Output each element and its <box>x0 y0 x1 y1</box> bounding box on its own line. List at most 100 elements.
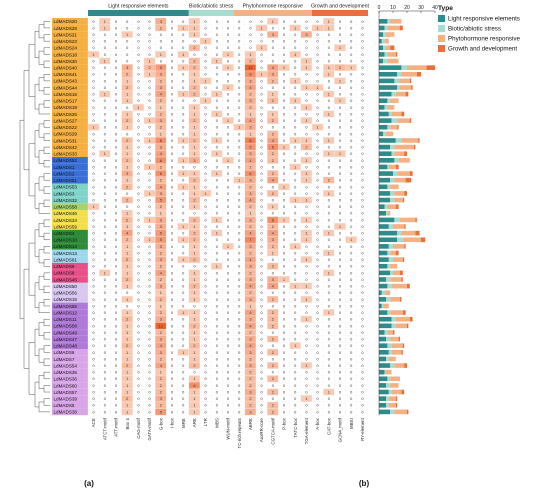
heatmap-cell-value: 5 <box>160 65 162 70</box>
bar-segment <box>395 204 399 209</box>
bar-segment <box>398 336 400 342</box>
subfamily-strip <box>52 229 88 237</box>
heatmap-cell-value: 0 <box>171 58 174 63</box>
heatmap-cell-value: 0 <box>182 98 185 103</box>
heatmap-cell-value: 2 <box>272 151 274 156</box>
gene-label: LdMADS55 <box>54 304 78 309</box>
heatmap-cell-value: 1 <box>160 131 162 136</box>
bar-segment <box>379 263 388 269</box>
bar-segment <box>379 171 393 176</box>
bar-segment <box>387 283 392 289</box>
bar-segment <box>391 350 402 355</box>
gene-label: LdMADS12 <box>54 310 78 315</box>
heatmap-cell-value: 12 <box>248 65 252 70</box>
heatmap-cell-value: 0 <box>283 72 286 77</box>
heatmap-cell-value: 1 <box>305 257 307 262</box>
heatmap-cell-value: 0 <box>115 32 118 37</box>
bar-segment <box>394 409 407 415</box>
legend-label: Growth and development <box>448 46 517 53</box>
bar-segment <box>384 52 388 57</box>
heatmap-cell-value: 0 <box>361 111 364 116</box>
heatmap-cell-value: 2 <box>160 250 162 255</box>
heatmap-cell-value: 1 <box>126 264 128 269</box>
heatmap-cell-value: 0 <box>93 85 96 90</box>
heatmap-cell-value: 1 <box>205 78 207 83</box>
heatmap-cell-value: 6 <box>272 145 274 150</box>
heatmap-cell-value: 0 <box>294 19 297 24</box>
heatmap-cell-value: 0 <box>193 39 196 44</box>
heatmap-cell-value: 2 <box>249 383 251 388</box>
heatmap-cell-value: 2 <box>249 290 251 295</box>
heatmap-cell-value: 2 <box>249 58 251 63</box>
subfamily-strip <box>52 296 88 303</box>
bar-segment <box>379 58 384 64</box>
heatmap-cell-value: 0 <box>216 25 219 30</box>
heatmap-cell-value: 1 <box>294 198 296 203</box>
heatmap-cell-value: 0 <box>227 92 230 97</box>
legend-label: Phytohormone responsive <box>448 36 520 43</box>
bar-segment <box>379 224 389 229</box>
bar-segment <box>379 363 391 368</box>
heatmap-cell-value: 0 <box>171 52 174 57</box>
gene-label: LdMADS20 <box>54 19 78 24</box>
gene-label: LdMADS49 <box>54 330 78 335</box>
heatmap-cell-value: 8 <box>249 138 251 143</box>
heatmap-cell-value: 2 <box>272 224 274 229</box>
heatmap-cell-value: 1 <box>328 231 330 236</box>
heatmap-cell-value: 0 <box>137 65 140 70</box>
subfamily-strip <box>52 97 88 105</box>
bar-segment <box>390 197 395 203</box>
heatmap-cell-value: 2 <box>272 337 274 342</box>
subfamily-strip <box>52 64 88 71</box>
heatmap-cell-value: 1 <box>216 111 218 116</box>
bar-segment <box>379 191 391 196</box>
heatmap-cell-value: 0 <box>305 111 308 116</box>
gene-label: LdMADS33 <box>54 152 78 157</box>
bar-segment <box>397 124 399 130</box>
bar-segment <box>386 297 391 302</box>
gene-label: LdMADS60 <box>54 383 78 388</box>
heatmap-cell-value: 0 <box>361 25 364 30</box>
subfamily-strip <box>52 282 88 290</box>
heatmap-cell-value: 4 <box>272 65 275 70</box>
heatmap-cell-value: 1 <box>193 270 195 275</box>
heatmap-cell-value: 1 <box>182 138 184 143</box>
heatmap-cell-value: 0 <box>272 58 275 63</box>
subfamily-strip <box>52 388 88 396</box>
subfamily-strip <box>52 256 88 263</box>
phylogenetic-tree <box>19 21 50 413</box>
heatmap-cell-value: 0 <box>126 19 129 24</box>
heatmap-cell-value: 0 <box>350 25 353 30</box>
bar-segment <box>383 58 388 64</box>
heatmap-cell-value: 2 <box>272 403 274 408</box>
bar-segment <box>387 310 391 315</box>
heatmap-cell-value: 1 <box>328 310 330 315</box>
heatmap-cell-value: 1 <box>328 389 330 394</box>
bar-segment <box>384 105 388 110</box>
heatmap-cell-value: 1 <box>339 151 341 156</box>
heatmap-cell-value: 0 <box>350 85 353 90</box>
heatmap-cell-value: 2 <box>193 58 195 63</box>
heatmap-cell-value: 3 <box>160 19 162 24</box>
bar-segment <box>386 356 389 362</box>
heatmap-cell-value: 0 <box>294 111 297 116</box>
heatmap-cell-value: 2 <box>193 237 195 242</box>
heatmap-cell-value: 1 <box>193 350 195 355</box>
heatmap-cell-value: 0 <box>115 72 118 77</box>
subfamily-strip <box>52 249 88 257</box>
gene-label: LdMADS8 <box>54 271 75 276</box>
bar-segment <box>379 164 388 170</box>
heatmap-cell-value: 2 <box>160 403 162 408</box>
legend-swatch <box>438 25 445 32</box>
heatmap-cell-value: 1 <box>160 52 162 57</box>
heatmap-cell-value: 0 <box>294 105 297 110</box>
heatmap-cell-value: 1 <box>182 257 184 262</box>
heatmap-cell-value: 0 <box>328 45 331 50</box>
element-axis-labels: ACE ATCT-motif ATT-motif Box 4 CAG-motif GATA… <box>91 417 365 448</box>
bar-segment <box>395 138 402 143</box>
heatmap-cell-value: 0 <box>361 85 364 90</box>
heatmap-cell-value: 1 <box>104 151 106 156</box>
heatmap-cell-value: 0 <box>205 92 208 97</box>
heatmap-cell-value: 0 <box>328 58 331 63</box>
